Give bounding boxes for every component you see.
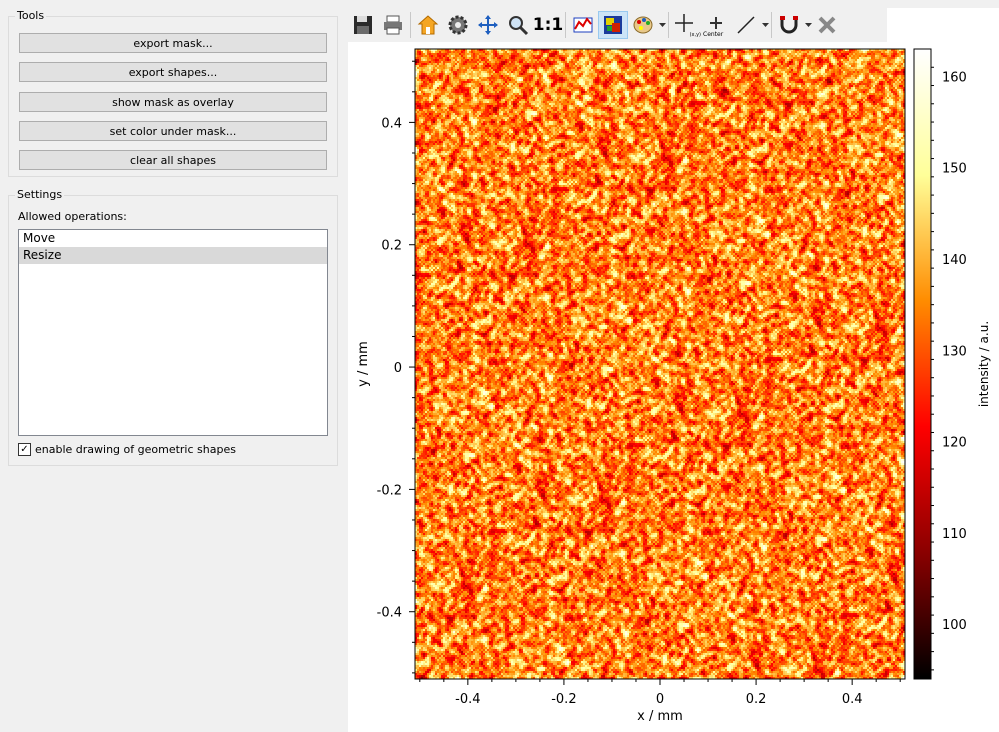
plot-axes: -0.4 -0.2 0 0.2 0.4 0.4 0.2 0 -0.2 -0.4 100 110 12… <box>356 48 991 724</box>
export-shapes-button[interactable]: export shapes... <box>19 62 327 82</box>
crosshair-xy-button[interactable]: (x,y) <box>671 11 701 39</box>
toolbar-separator <box>565 12 566 38</box>
data-table-button[interactable] <box>568 11 598 39</box>
x-tick-label: -0.4 <box>455 692 480 707</box>
plot-panel: 1:1 <box>348 8 999 732</box>
enable-drawing-label: enable drawing of geometric shapes <box>35 443 236 456</box>
magnet-button[interactable] <box>774 11 804 39</box>
color-image-button[interactable] <box>598 11 628 39</box>
center-icon <box>710 17 722 29</box>
line-tool-button[interactable] <box>731 11 761 39</box>
palette-dropdown[interactable] <box>658 22 666 28</box>
color-image-icon <box>604 16 622 34</box>
line-tool-dropdown[interactable] <box>761 22 769 28</box>
x-tick-label: -0.2 <box>551 692 576 707</box>
colorbar-tick-label: 140 <box>942 253 967 268</box>
colorbar-tick-label: 150 <box>942 162 967 177</box>
heatmap-image[interactable] <box>415 49 905 679</box>
zoom-1to1-button[interactable]: 1:1 <box>533 11 563 39</box>
magnet-dropdown[interactable] <box>804 22 812 28</box>
colorbar-tick-label: 160 <box>942 70 967 85</box>
chevron-down-icon <box>761 22 769 27</box>
print-icon <box>384 15 402 35</box>
save-icon <box>354 16 372 34</box>
palette-button[interactable] <box>628 11 658 39</box>
x-tick-label: 0.2 <box>746 692 767 707</box>
export-mask-button[interactable]: export mask... <box>19 33 327 53</box>
zoom-1to1-icon: 1:1 <box>532 15 564 35</box>
center-button[interactable]: Center <box>701 11 731 39</box>
list-item-resize[interactable]: Resize <box>19 247 327 264</box>
y-tick-label: -0.4 <box>377 606 402 621</box>
crosshair-xy-icon <box>675 14 693 32</box>
y-tick-label: -0.2 <box>377 483 402 498</box>
data-table-icon <box>573 17 593 33</box>
palette-icon <box>633 16 653 34</box>
settings-button[interactable] <box>443 11 473 39</box>
chevron-down-icon <box>658 22 666 27</box>
home-icon <box>417 15 439 35</box>
colorbar-frame <box>913 48 932 680</box>
y-tick-label: 0.2 <box>381 239 402 254</box>
home-button[interactable] <box>413 11 443 39</box>
y-axis: 0.4 0.2 0 -0.2 -0.4 <box>377 60 415 674</box>
plot-frame <box>414 48 906 680</box>
y-tick-label: 0.4 <box>381 116 402 131</box>
colorbar-axis: 100 110 120 130 140 150 160 <box>913 48 967 680</box>
clear-all-shapes-button[interactable]: clear all shapes <box>19 150 327 170</box>
heatmap-canvas <box>415 49 905 679</box>
x-tick-label: 0.4 <box>842 692 863 707</box>
settings-gear-icon <box>448 15 468 35</box>
allowed-operations-list[interactable]: Move Resize <box>18 229 328 436</box>
colorbar-tick-label: 100 <box>942 618 967 633</box>
center-label: Center <box>703 31 724 38</box>
y-axis-label: y / mm <box>356 341 371 387</box>
y-tick-label: 0 <box>394 361 402 376</box>
toolbar-separator <box>771 12 772 38</box>
zoom-button[interactable] <box>503 11 533 39</box>
delete-button[interactable] <box>812 11 842 39</box>
x-axis: -0.4 -0.2 0 0.2 0.4 <box>419 679 901 707</box>
colorbar-tick-label: 120 <box>942 436 967 451</box>
show-mask-overlay-button[interactable]: show mask as overlay <box>19 92 327 112</box>
x-axis-label: x / mm <box>637 709 683 724</box>
colorbar-gradient <box>914 49 931 679</box>
x-tick-label: 0 <box>656 692 664 707</box>
tools-group-title: Tools <box>15 9 47 22</box>
list-item-move[interactable]: Move <box>23 231 56 245</box>
line-tool-icon <box>737 16 755 34</box>
magnet-icon <box>780 16 798 34</box>
colorbar-tick-label: 110 <box>942 527 967 542</box>
colorbar <box>914 49 931 679</box>
enable-drawing-checkbox-row[interactable]: ✓ enable drawing of geometric shapes <box>18 443 236 456</box>
toolbar-separator <box>668 12 669 38</box>
print-button[interactable] <box>378 11 408 39</box>
toolbar-separator <box>410 12 411 38</box>
crosshair-xy-label: (x,y) <box>689 32 701 38</box>
delete-icon <box>818 16 836 34</box>
chevron-down-icon <box>804 22 812 27</box>
set-color-under-mask-button[interactable]: set color under mask... <box>19 121 327 141</box>
tools-group: Tools export mask... export shapes... sh… <box>8 9 338 177</box>
settings-group: Settings Allowed operations: Move Resize… <box>8 188 338 466</box>
settings-group-title: Settings <box>15 188 65 201</box>
enable-drawing-checkbox[interactable]: ✓ <box>18 443 31 456</box>
allowed-operations-label: Allowed operations: <box>18 210 127 223</box>
zoom-icon <box>509 16 529 36</box>
pan-icon <box>478 15 498 35</box>
colorbar-tick-label: 130 <box>942 344 967 359</box>
colorbar-label: intensity / a.u. <box>977 321 991 407</box>
save-button[interactable] <box>348 11 378 39</box>
plot-toolbar: 1:1 <box>348 8 887 42</box>
pan-button[interactable] <box>473 11 503 39</box>
